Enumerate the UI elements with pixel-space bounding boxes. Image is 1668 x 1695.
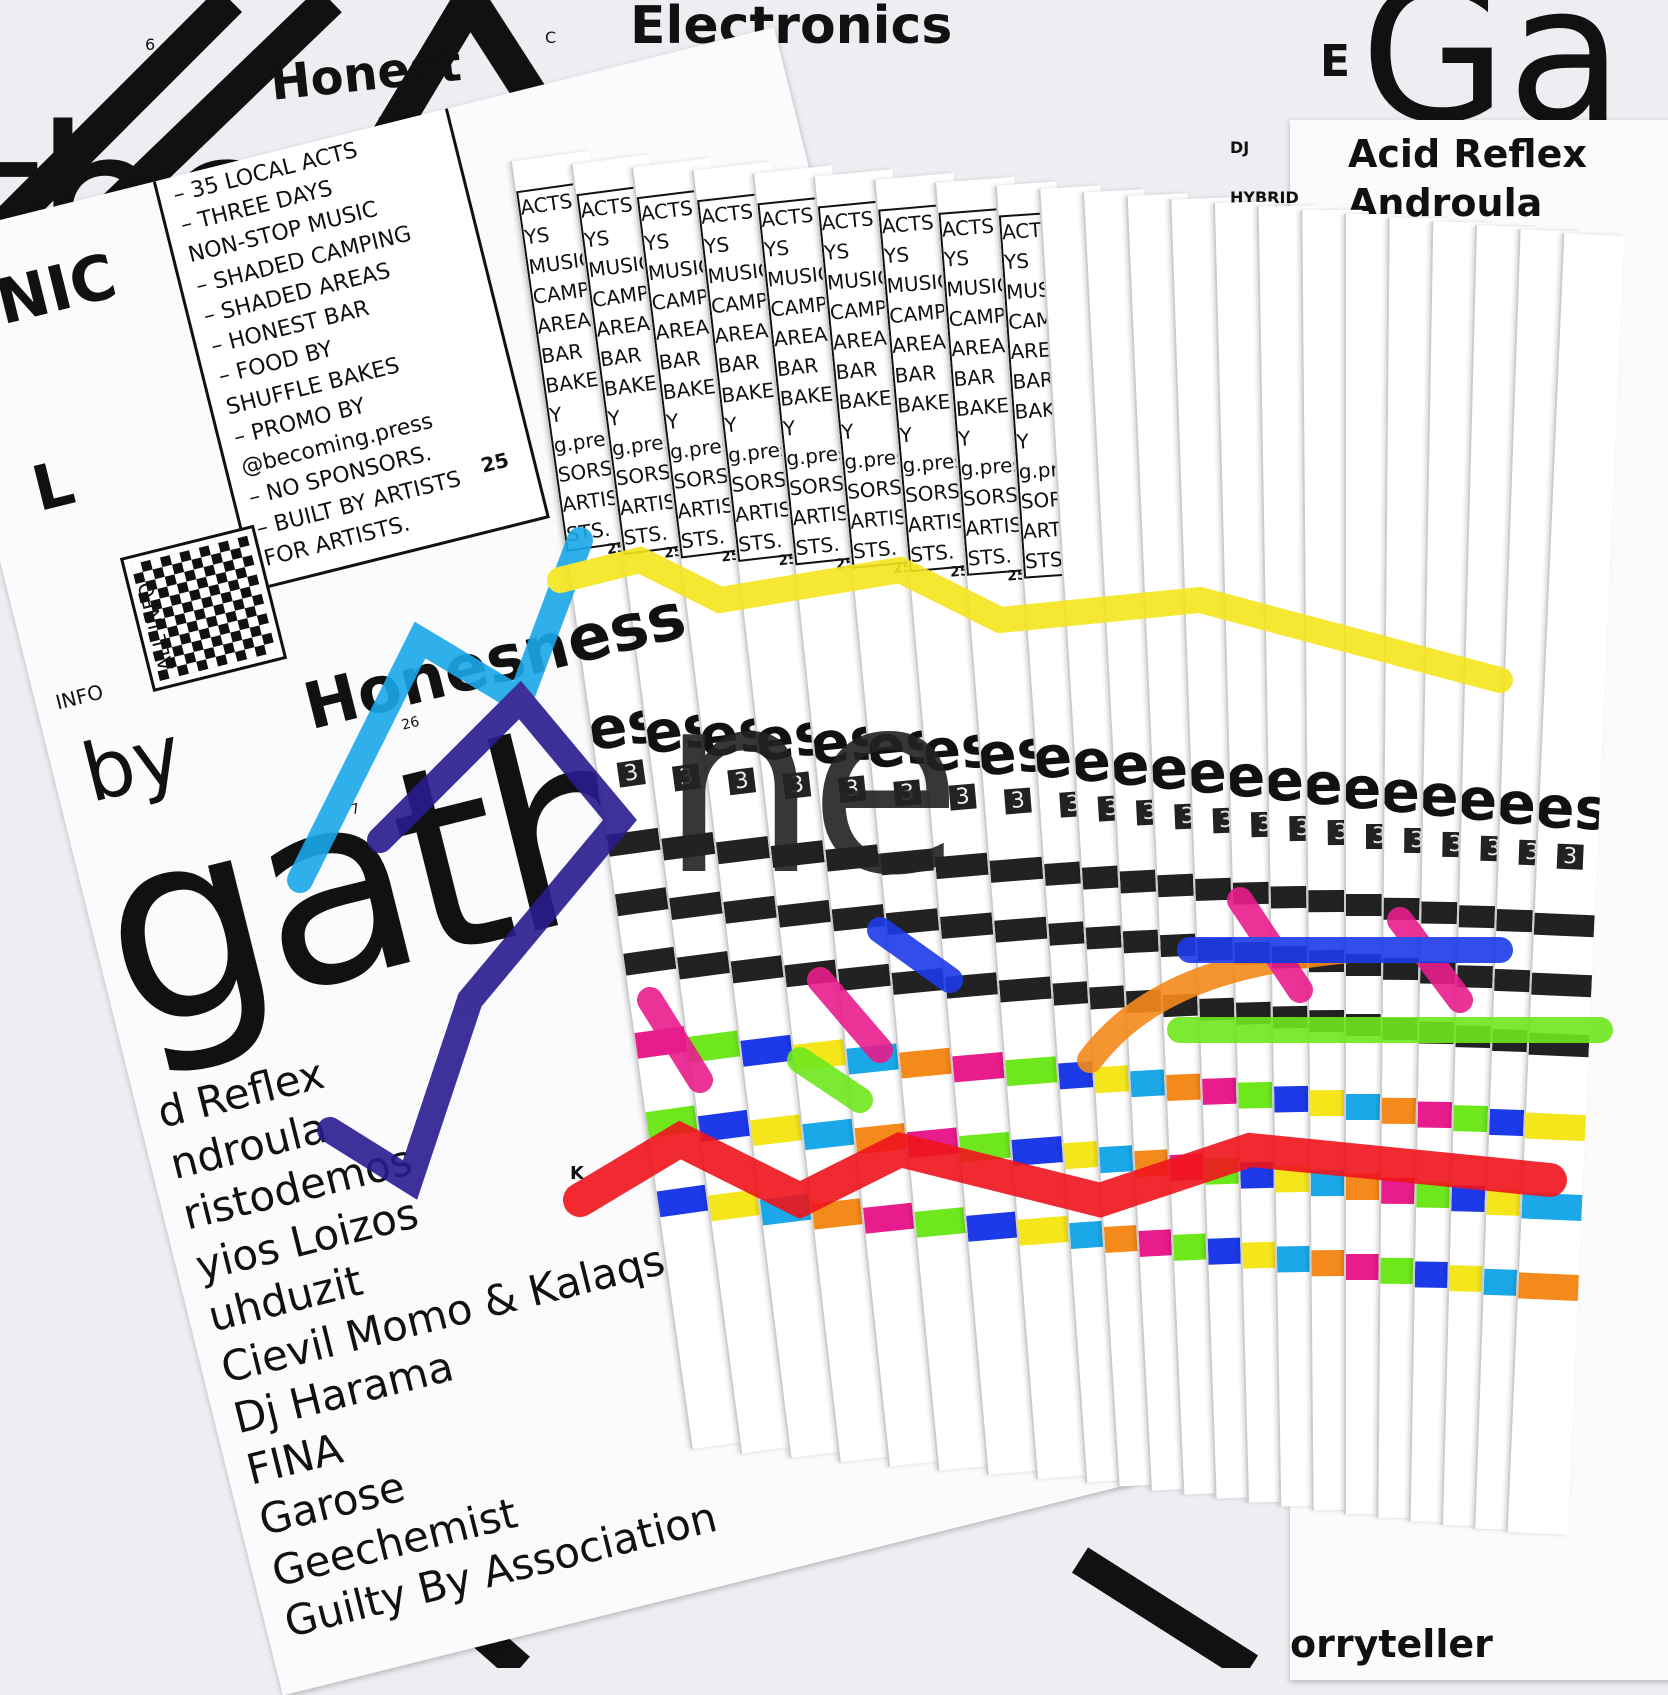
artist: Acid Reflex	[1348, 132, 1587, 176]
corner-letter: E	[1320, 36, 1351, 87]
artist: orryteller	[1290, 1622, 1493, 1666]
corner-letter: C	[545, 28, 557, 47]
tag: DJ	[1230, 138, 1250, 157]
corner-mark: K	[570, 1163, 584, 1184]
word: Electronics	[630, 0, 953, 56]
giant-word: ne	[660, 639, 962, 930]
corner-letter: 6	[145, 35, 156, 54]
